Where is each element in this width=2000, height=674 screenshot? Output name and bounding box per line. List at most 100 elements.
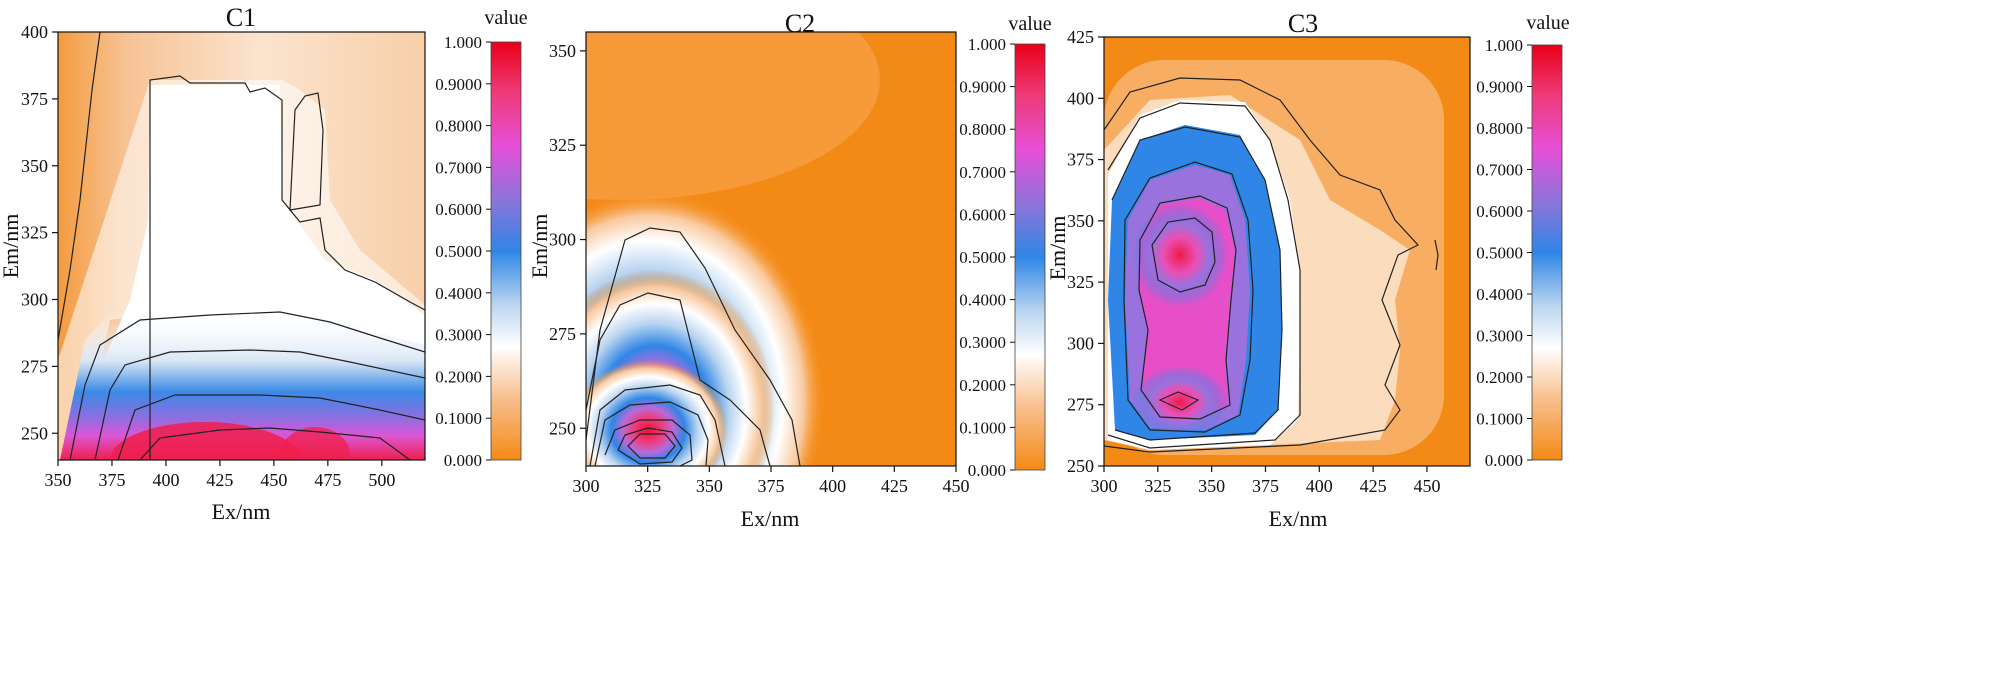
- c1-y-tick-label: 350: [21, 156, 48, 176]
- c3-colorbar-scale: [1531, 44, 1563, 461]
- c3-x-tick-label: 325: [1144, 476, 1171, 496]
- c2-title: C2: [785, 9, 815, 38]
- c3-x-tick-label: 450: [1413, 476, 1440, 496]
- c3-y-ticks: 250 275 300 325 350 375 400 425: [1067, 27, 1104, 476]
- c2-y-ticks: 250 275 300 325 350: [549, 41, 586, 438]
- c1-colorbar-tick-label: 0.8000: [435, 117, 482, 136]
- c3-y-tick-label: 375: [1067, 150, 1094, 170]
- c3-title: C3: [1288, 9, 1318, 38]
- c2-y-tick-label: 325: [549, 135, 576, 155]
- c1-x-tick-label: 375: [98, 470, 125, 490]
- c1-plot-frame: [57, 31, 426, 461]
- panel-c1: 350 375 400 425 450 475 500 250 275 300 325 350 375…: [0, 3, 426, 524]
- c1-x-tick-label: 425: [206, 470, 233, 490]
- c2-y-tick-label: 250: [549, 418, 576, 438]
- c2-colorbar-tick-label: 0.8000: [959, 120, 1006, 139]
- c3-colorbar-tick-label: 0.000: [1485, 451, 1523, 470]
- c2-x-tick-label: 325: [634, 476, 661, 496]
- c3-colorbar-tick-label: 0.9000: [1476, 78, 1523, 97]
- c1-colorbar-tick-label: 0.6000: [435, 200, 482, 219]
- c1-heatmap: [58, 32, 425, 460]
- c3-x-label: Ex/nm: [1269, 506, 1328, 531]
- c2-x-ticks: 300 325 350 375 400 425 450: [573, 466, 970, 496]
- c3-x-tick-label: 375: [1252, 476, 1279, 496]
- c3-y-tick-label: 350: [1067, 211, 1094, 231]
- c2-x-label: Ex/nm: [741, 506, 800, 531]
- panel-c2: 300 325 350 375 400 425 450 250 275 300 325 350 C2…: [527, 9, 970, 531]
- c1-colorbar-tick-label: 0.9000: [435, 75, 482, 94]
- c2-x-tick-label: 350: [696, 476, 723, 496]
- c3-y-label: Em/nm: [1045, 216, 1070, 281]
- c1-y-tick-label: 400: [21, 22, 48, 42]
- c3-colorbar-tick-label: 1.000: [1485, 36, 1523, 55]
- c1-y-tick-label: 300: [21, 290, 48, 310]
- c2-x-tick-label: 300: [573, 476, 600, 496]
- c2-x-tick-label: 375: [758, 476, 785, 496]
- c3-x-tick-label: 400: [1306, 476, 1333, 496]
- c2-colorbar-tick-label: 0.3000: [959, 333, 1006, 352]
- c1-colorbar-tick-label: 0.2000: [435, 367, 482, 386]
- c2-colorbar-tick-label: 0.5000: [959, 248, 1006, 267]
- c1-colorbar: value 1.000 0.9000 0.8000 0.7000 0.6000 0.500…: [435, 7, 528, 470]
- c3-y-tick-label: 400: [1067, 88, 1094, 108]
- c2-x-tick-label: 450: [943, 476, 970, 496]
- c2-colorbar-tick-label: 0.7000: [959, 163, 1006, 182]
- c2-colorbar-scale: [1014, 43, 1046, 471]
- c3-colorbar-tick-label: 0.3000: [1476, 327, 1523, 346]
- c3-y-tick-label: 250: [1067, 456, 1094, 476]
- c3-plot-frame: [1103, 36, 1471, 467]
- c2-y-label: Em/nm: [527, 214, 552, 279]
- c1-x-tick-label: 450: [260, 470, 287, 490]
- c3-x-ticks: 300 325 350 375 400 425 450: [1091, 466, 1440, 496]
- c2-colorbar: value 1.000 0.9000 0.8000 0.7000 0.6000 0.500…: [959, 13, 1052, 480]
- c3-y-tick-label: 325: [1067, 272, 1094, 292]
- c1-colorbar-tick-label: 0.5000: [435, 242, 482, 261]
- c2-colorbar-tick-label: 0.2000: [959, 376, 1006, 395]
- c3-y-tick-label: 275: [1067, 395, 1094, 415]
- c1-colorbar-tick-label: 0.000: [444, 451, 482, 470]
- c2-heatmap: [586, 32, 956, 466]
- c1-x-tick-label: 350: [45, 470, 72, 490]
- c2-x-tick-label: 400: [819, 476, 846, 496]
- c1-y-ticks: 250 275 300 325 350 375 400: [21, 22, 58, 443]
- c1-x-label: Ex/nm: [212, 499, 271, 524]
- c3-heatmap: [1104, 37, 1470, 466]
- c1-title: C1: [226, 3, 256, 32]
- c3-colorbar: value 1.000 0.9000 0.8000 0.7000 0.6000 0.500…: [1476, 12, 1570, 470]
- c3-colorbar-tick-label: 0.1000: [1476, 410, 1523, 429]
- c3-colorbar-tick-label: 0.4000: [1476, 285, 1523, 304]
- c2-colorbar-tick-label: 1.000: [968, 35, 1006, 54]
- c2-y-tick-label: 300: [549, 230, 576, 250]
- c1-colorbar-ticks: 1.000 0.9000 0.8000 0.7000 0.6000 0.5000 0.400…: [435, 33, 491, 470]
- c1-y-tick-label: 250: [21, 423, 48, 443]
- c1-y-label: Em/nm: [0, 214, 23, 279]
- c3-colorbar-tick-label: 0.2000: [1476, 368, 1523, 387]
- c3-y-tick-label: 425: [1067, 27, 1094, 47]
- c1-y-tick-label: 375: [21, 89, 48, 109]
- c3-x-tick-label: 350: [1198, 476, 1225, 496]
- c1-colorbar-tick-label: 0.4000: [435, 284, 482, 303]
- c3-colorbar-tick-label: 0.5000: [1476, 244, 1523, 263]
- c1-y-tick-label: 275: [21, 356, 48, 376]
- c3-colorbar-tick-label: 0.6000: [1476, 202, 1523, 221]
- c1-x-tick-label: 500: [368, 470, 395, 490]
- c2-colorbar-tick-label: 0.000: [968, 461, 1006, 480]
- c1-colorbar-tick-label: 0.3000: [435, 326, 482, 345]
- c2-colorbar-tick-label: 0.1000: [959, 418, 1006, 437]
- c3-x-tick-label: 300: [1091, 476, 1118, 496]
- c2-y-tick-label: 275: [549, 324, 576, 344]
- c2-y-tick-label: 350: [549, 41, 576, 61]
- c1-colorbar-scale: [490, 41, 522, 461]
- c1-y-tick-label: 325: [21, 223, 48, 243]
- c2-colorbar-ticks: 1.000 0.9000 0.8000 0.7000 0.6000 0.5000 0.400…: [959, 35, 1015, 480]
- c1-x-ticks: 350 375 400 425 450 475 500: [45, 460, 395, 490]
- c2-x-tick-label: 425: [881, 476, 908, 496]
- c3-colorbar-tick-label: 0.8000: [1476, 119, 1523, 138]
- c3-colorbar-ticks: 1.000 0.9000 0.8000 0.7000 0.6000 0.5000 0.400…: [1476, 36, 1532, 470]
- c2-colorbar-title: value: [1008, 13, 1051, 35]
- c1-x-tick-label: 475: [314, 470, 341, 490]
- c1-colorbar-title: value: [484, 7, 527, 29]
- c2-colorbar-tick-label: 0.6000: [959, 205, 1006, 224]
- c3-y-tick-label: 300: [1067, 333, 1094, 353]
